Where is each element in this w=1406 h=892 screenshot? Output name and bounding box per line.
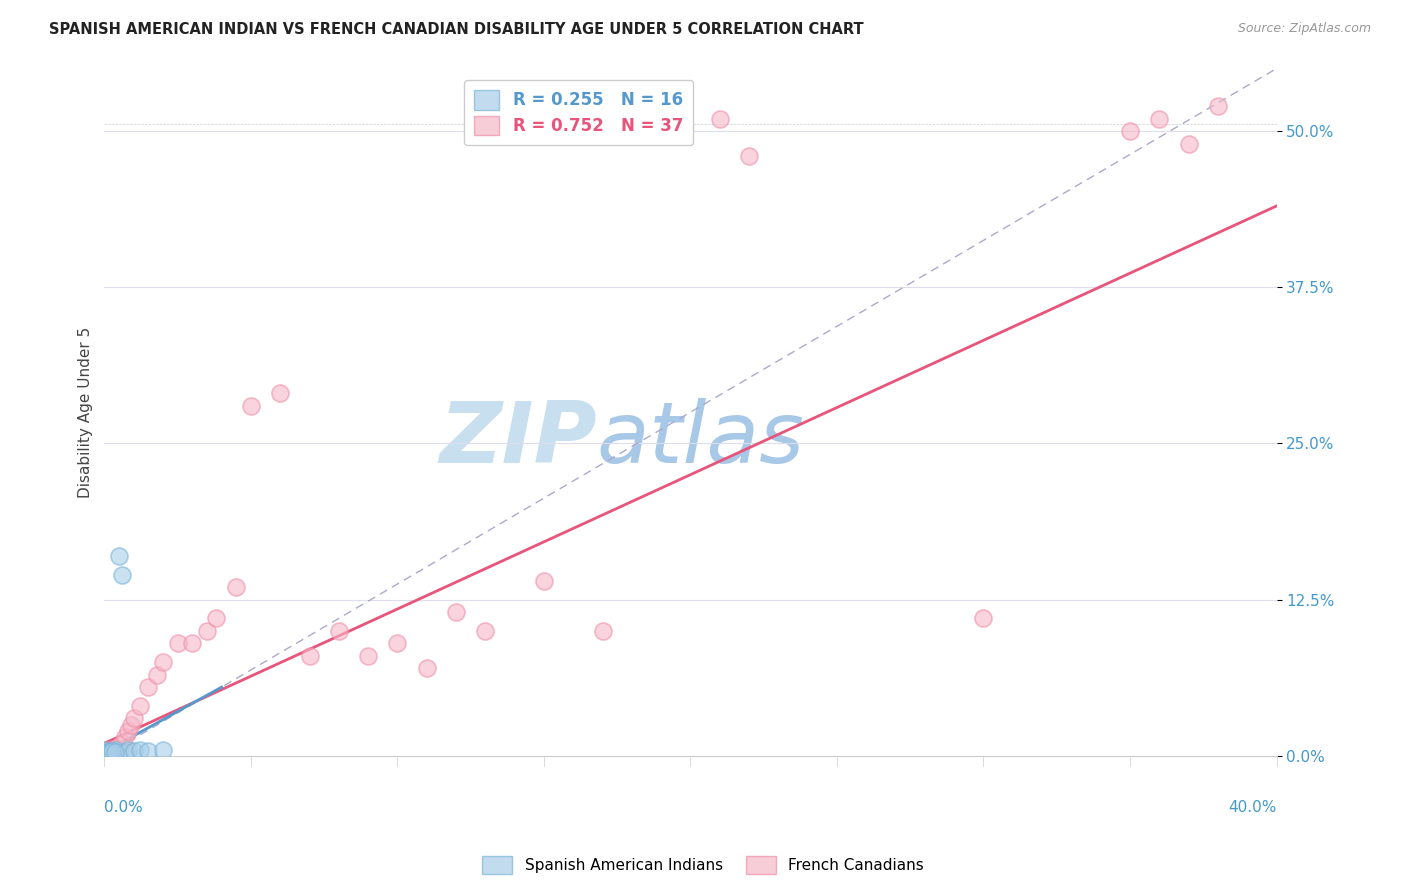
Point — [101, 742, 124, 756]
Point — [1206, 99, 1229, 113]
Point — [98, 744, 121, 758]
Point — [114, 730, 136, 744]
Point — [96, 745, 118, 759]
Point — [474, 624, 496, 638]
Point — [98, 742, 121, 756]
Legend: Spanish American Indians, French Canadians: Spanish American Indians, French Canadia… — [475, 850, 931, 880]
Point — [104, 745, 127, 759]
Point — [120, 717, 142, 731]
Point — [96, 744, 118, 758]
Point — [1177, 136, 1199, 151]
Point — [138, 680, 160, 694]
Point — [204, 611, 226, 625]
Point — [111, 736, 134, 750]
Point — [166, 636, 188, 650]
Point — [108, 742, 131, 756]
Point — [1149, 112, 1171, 126]
Point — [152, 742, 174, 756]
Point — [122, 744, 145, 758]
Point — [93, 742, 115, 756]
Text: 40.0%: 40.0% — [1229, 799, 1277, 814]
Point — [973, 611, 995, 625]
Point — [387, 636, 409, 650]
Point — [269, 386, 291, 401]
Point — [738, 149, 761, 163]
Point — [239, 399, 262, 413]
Point — [108, 549, 131, 563]
Text: atlas: atlas — [596, 398, 804, 481]
Point — [152, 655, 174, 669]
Point — [100, 744, 122, 758]
Point — [146, 667, 169, 681]
Point — [122, 711, 145, 725]
Point — [128, 742, 150, 756]
Point — [128, 698, 150, 713]
Point — [195, 624, 218, 638]
Point — [97, 745, 120, 759]
Point — [114, 745, 136, 759]
Point — [225, 580, 247, 594]
Text: ZIP: ZIP — [439, 398, 596, 481]
Point — [328, 624, 350, 638]
Point — [101, 744, 124, 758]
Point — [709, 112, 731, 126]
Text: Source: ZipAtlas.com: Source: ZipAtlas.com — [1237, 22, 1371, 36]
Point — [533, 574, 555, 588]
Text: 0.0%: 0.0% — [104, 799, 143, 814]
Point — [105, 741, 128, 756]
Legend: R = 0.255   N = 16, R = 0.752   N = 37: R = 0.255 N = 16, R = 0.752 N = 37 — [464, 80, 693, 145]
Point — [592, 624, 614, 638]
Point — [138, 744, 160, 758]
Point — [298, 648, 321, 663]
Point — [416, 661, 439, 675]
Point — [444, 605, 467, 619]
Point — [181, 636, 204, 650]
Point — [111, 567, 134, 582]
Point — [1119, 124, 1142, 138]
Point — [357, 648, 380, 663]
Point — [117, 742, 139, 756]
Point — [117, 723, 139, 738]
Point — [105, 742, 128, 756]
Y-axis label: Disability Age Under 5: Disability Age Under 5 — [79, 326, 93, 498]
Text: SPANISH AMERICAN INDIAN VS FRENCH CANADIAN DISABILITY AGE UNDER 5 CORRELATION CH: SPANISH AMERICAN INDIAN VS FRENCH CANADI… — [49, 22, 863, 37]
